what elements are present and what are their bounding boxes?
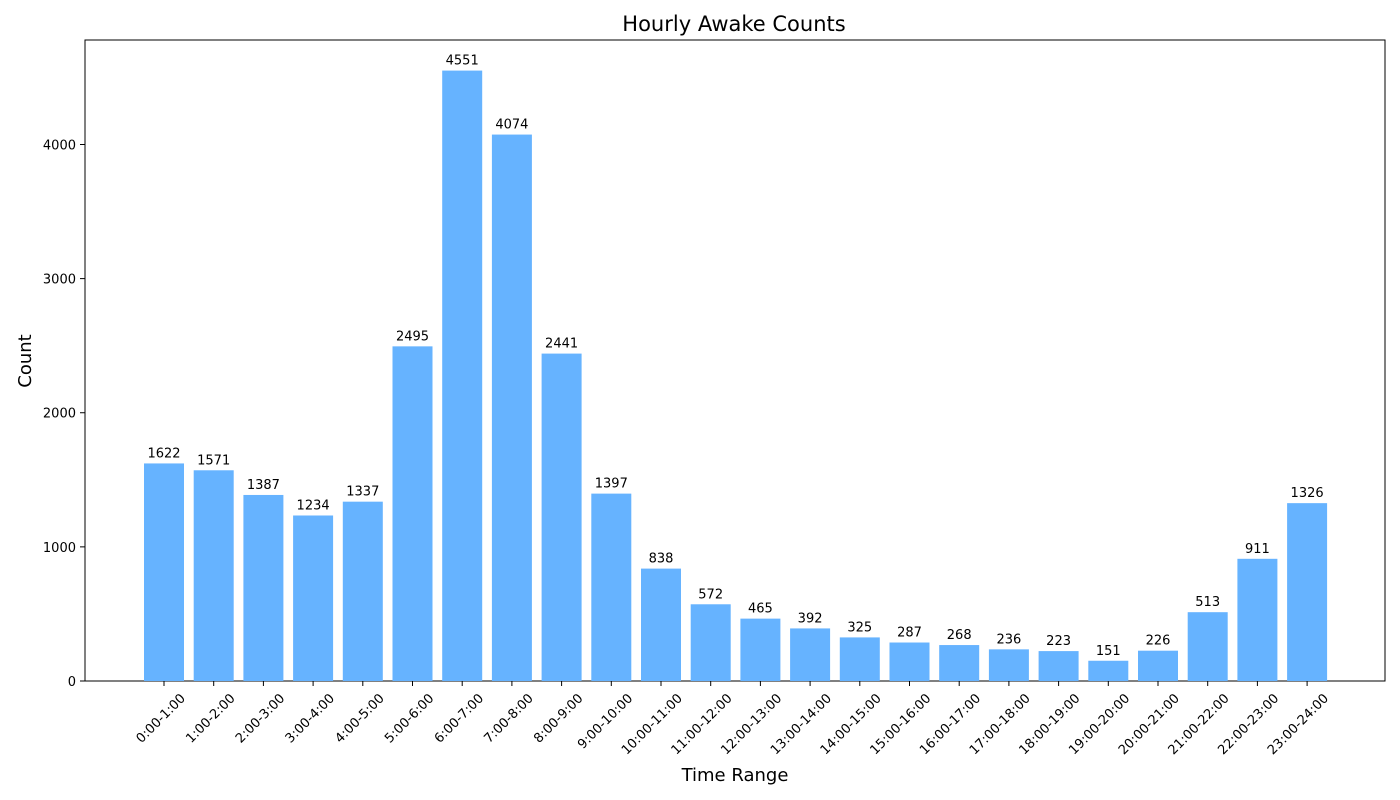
data-label: 1397 — [595, 477, 628, 492]
data-label: 1337 — [346, 485, 379, 500]
data-label: 226 — [1146, 634, 1171, 649]
x-tick-label: 3:00-4:00 — [283, 691, 338, 746]
data-label: 4551 — [446, 54, 479, 69]
x-axis-label: Time Range — [681, 765, 789, 786]
bar-15:00-16:00 — [889, 642, 930, 681]
data-label: 1326 — [1291, 486, 1324, 501]
bar-21:00-22:00 — [1187, 612, 1228, 681]
data-label: 2441 — [545, 337, 578, 352]
data-label: 838 — [649, 552, 674, 567]
data-label: 223 — [1046, 634, 1071, 649]
chart-title: Hourly Awake Counts — [622, 12, 845, 36]
data-label: 325 — [847, 620, 872, 635]
data-label: 465 — [748, 602, 773, 617]
bar-20:00-21:00 — [1138, 650, 1178, 681]
data-label: 268 — [947, 628, 972, 643]
data-label: 287 — [897, 626, 922, 641]
y-axis-label: Count — [15, 334, 36, 387]
data-label: 1387 — [247, 478, 280, 493]
bar-4:00-5:00 — [342, 501, 383, 681]
y-tick-label: 2000 — [43, 407, 76, 422]
data-label: 1571 — [197, 453, 230, 468]
bar-6:00-7:00 — [442, 70, 483, 681]
bar-0:00-1:00 — [144, 463, 184, 681]
bar-17:00-18:00 — [988, 649, 1029, 681]
data-label: 392 — [798, 611, 823, 626]
x-tick-label: 6:00-7:00 — [432, 691, 487, 746]
data-label: 572 — [698, 587, 723, 602]
y-tick-label: 3000 — [43, 273, 76, 288]
bar-23:00-24:00 — [1287, 503, 1328, 681]
bar-11:00-12:00 — [690, 604, 731, 681]
bar-22:00-23:00 — [1237, 558, 1278, 681]
bar-8:00-9:00 — [541, 353, 582, 681]
bar-9:00-10:00 — [591, 493, 632, 681]
bar-12:00-13:00 — [740, 618, 781, 681]
x-tick-label: 1:00-2:00 — [183, 691, 238, 746]
data-label: 1234 — [297, 498, 330, 513]
bar-14:00-15:00 — [839, 637, 880, 681]
data-label: 1622 — [147, 446, 180, 461]
x-tick-label: 4:00-5:00 — [332, 691, 387, 746]
bar-16:00-17:00 — [939, 645, 980, 681]
y-axis-ticks: 0 1000 2000 3000 4000 — [43, 138, 85, 690]
bar-7:00-8:00 — [491, 134, 532, 681]
x-axis-ticks: 0:00-1:001:00-2:002:00-3:003:00-4:004:00… — [134, 681, 1332, 758]
x-tick-label: 7:00-8:00 — [482, 691, 537, 746]
y-tick-label: 4000 — [43, 138, 76, 153]
x-tick-label: 0:00-1:00 — [134, 691, 189, 746]
bar-19:00-20:00 — [1088, 660, 1129, 681]
bar-3:00-4:00 — [293, 515, 334, 681]
data-label: 513 — [1195, 595, 1220, 610]
data-label: 151 — [1096, 644, 1121, 659]
data-label: 4074 — [495, 118, 528, 133]
data-label: 911 — [1245, 542, 1270, 557]
bar-13:00-14:00 — [790, 628, 831, 681]
y-tick-label: 1000 — [43, 541, 76, 556]
data-label: 2495 — [396, 329, 429, 344]
bars-group — [144, 70, 1328, 681]
bar-18:00-19:00 — [1038, 651, 1079, 681]
data-labels-group: 1622 1571 1387 1234 1337 2495 4551 4074 2441 1397… — [147, 54, 1323, 659]
data-label: 236 — [996, 632, 1021, 647]
x-tick-label: 5:00-6:00 — [382, 691, 437, 746]
x-tick-label: 2:00-3:00 — [233, 691, 288, 746]
bar-1:00-2:00 — [193, 470, 234, 681]
bar-5:00-6:00 — [392, 346, 433, 681]
bar-2:00-3:00 — [243, 494, 284, 681]
bar-10:00-11:00 — [641, 568, 681, 681]
y-tick-label: 0 — [68, 675, 76, 690]
